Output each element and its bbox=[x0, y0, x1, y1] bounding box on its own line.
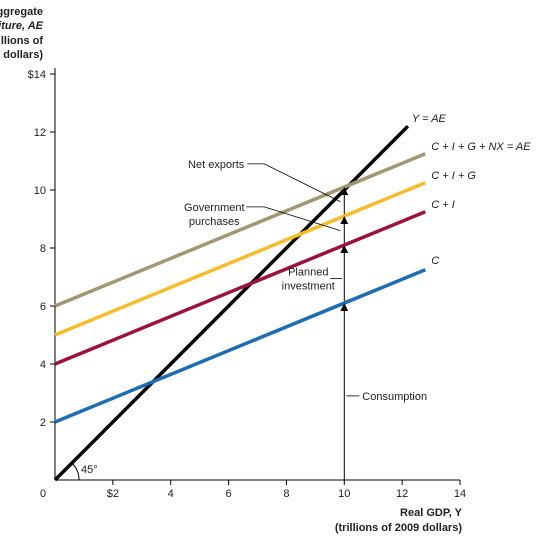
y-axis-title-line-2: expenditure, AE bbox=[0, 20, 44, 32]
series-label: C + I bbox=[431, 199, 455, 211]
x-tick-label: 0 bbox=[40, 488, 46, 500]
series-line bbox=[54, 181, 426, 337]
leader-line bbox=[246, 206, 341, 231]
series-line bbox=[54, 210, 426, 366]
net-exports-label: Net exports bbox=[188, 159, 245, 171]
series-label: C + I + G bbox=[431, 170, 476, 182]
y-tick-label: 8 bbox=[40, 243, 46, 255]
y-axis-title-line-4: 2009 dollars) bbox=[0, 49, 43, 61]
x-tick-label: 6 bbox=[226, 488, 232, 500]
annotation-leaders bbox=[246, 163, 360, 397]
series-label: Y = AE bbox=[412, 113, 447, 125]
y-tick-label: 10 bbox=[34, 185, 46, 197]
x-tick-label: 12 bbox=[396, 488, 408, 500]
government-purchases-label-line-2: purchases bbox=[189, 216, 240, 228]
planned-investment-label-line-1: Planned bbox=[288, 266, 328, 278]
series-lines bbox=[53, 124, 426, 482]
government-purchases-label-line-1: Government bbox=[184, 202, 245, 214]
x-tick-label: 8 bbox=[283, 488, 289, 500]
x-axis-title-line-2: (trillions of 2009 dollars) bbox=[335, 522, 462, 534]
x-tick-label: 14 bbox=[454, 488, 466, 500]
x-tick-label: $2 bbox=[107, 488, 119, 500]
consumption-label: Consumption bbox=[362, 391, 427, 403]
y-tick-label: $14 bbox=[28, 69, 46, 81]
planned-investment-label-line-2: investment bbox=[282, 280, 335, 292]
series-label: C + I + G + NX = AE bbox=[431, 141, 531, 153]
series-line bbox=[54, 268, 426, 424]
angle-label: 45° bbox=[81, 464, 98, 476]
x-ticks: 0 $2 4 6 8 10 12 14 bbox=[40, 480, 466, 500]
series-labels: Y = AE C + I + G + NX = AE C + I + G C + I C bbox=[412, 113, 531, 267]
x-axis-title-line-1: Real GDP, Y bbox=[400, 507, 463, 519]
y-axis-title-line-3: (trillions of bbox=[0, 35, 43, 47]
y-tick-label: 4 bbox=[40, 359, 46, 371]
series-line bbox=[53, 124, 410, 482]
angle-arc bbox=[71, 462, 80, 481]
axes bbox=[54, 68, 460, 481]
x-tick-label: 10 bbox=[338, 488, 350, 500]
y-tick-label: 2 bbox=[40, 417, 46, 429]
y-tick-label: 12 bbox=[34, 127, 46, 139]
series-label: C bbox=[431, 255, 439, 267]
leader-line bbox=[247, 163, 341, 202]
x-tick-label: 4 bbox=[168, 488, 174, 500]
series-line bbox=[54, 152, 426, 308]
y-ticks: 2 4 6 8 10 12 $14 bbox=[28, 69, 55, 429]
y-tick-label: 6 bbox=[40, 301, 46, 313]
y-axis-title-line-1: Aggregate bbox=[0, 6, 43, 18]
